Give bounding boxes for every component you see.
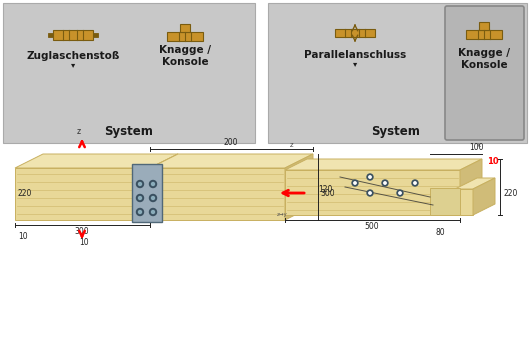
Text: 300: 300: [320, 190, 334, 198]
Text: 10: 10: [487, 157, 499, 167]
Circle shape: [367, 190, 373, 196]
Text: ▾: ▾: [353, 59, 357, 68]
Circle shape: [397, 190, 403, 196]
Circle shape: [149, 209, 156, 215]
Text: 300: 300: [75, 227, 90, 236]
Circle shape: [138, 197, 142, 199]
Text: Knagge /
Konsole: Knagge / Konsole: [458, 48, 510, 70]
Polygon shape: [15, 168, 150, 220]
Polygon shape: [460, 159, 482, 215]
Text: Knagge /
Konsole: Knagge / Konsole: [159, 45, 211, 67]
Text: ▾: ▾: [71, 60, 75, 69]
Polygon shape: [455, 189, 473, 215]
Bar: [53, 30, 93, 40]
Circle shape: [137, 195, 144, 202]
Circle shape: [369, 176, 371, 178]
Circle shape: [384, 182, 386, 184]
Polygon shape: [285, 154, 313, 220]
Circle shape: [138, 210, 142, 214]
Polygon shape: [150, 154, 178, 220]
Bar: [48, 33, 53, 37]
Circle shape: [412, 180, 418, 186]
Text: 220: 220: [18, 190, 32, 198]
Bar: [180, 24, 190, 32]
Circle shape: [138, 183, 142, 185]
Polygon shape: [473, 178, 495, 215]
Text: 200: 200: [224, 138, 238, 147]
Circle shape: [369, 192, 371, 194]
FancyBboxPatch shape: [445, 6, 524, 140]
Text: z→y: z→y: [277, 212, 288, 217]
Polygon shape: [150, 154, 313, 168]
Bar: [479, 22, 489, 30]
Text: 120: 120: [318, 185, 332, 193]
Circle shape: [354, 182, 356, 184]
Bar: [93, 33, 98, 37]
Polygon shape: [132, 164, 162, 222]
Text: x: x: [477, 142, 481, 148]
Polygon shape: [150, 168, 285, 220]
Bar: [466, 30, 502, 39]
Bar: [268, 3, 527, 143]
Polygon shape: [285, 159, 482, 170]
Text: 100: 100: [469, 143, 483, 152]
Bar: [335, 29, 375, 37]
Text: System: System: [104, 125, 154, 138]
Circle shape: [137, 209, 144, 215]
Circle shape: [399, 192, 401, 194]
Circle shape: [152, 183, 155, 185]
Text: Parallelanschluss: Parallelanschluss: [304, 50, 406, 60]
Circle shape: [149, 180, 156, 187]
Text: z: z: [77, 127, 81, 136]
Text: 10: 10: [18, 232, 28, 241]
Bar: [167, 32, 203, 41]
Bar: [3, 3, 255, 143]
Circle shape: [137, 180, 144, 187]
Circle shape: [352, 180, 358, 186]
Circle shape: [414, 182, 416, 184]
Circle shape: [149, 195, 156, 202]
Text: 220: 220: [503, 189, 517, 197]
Polygon shape: [15, 154, 178, 168]
Circle shape: [382, 180, 388, 186]
Polygon shape: [430, 188, 460, 215]
Polygon shape: [455, 178, 495, 189]
Circle shape: [152, 197, 155, 199]
Text: Zuglaschenstoß: Zuglaschenstoß: [26, 51, 120, 61]
Circle shape: [152, 210, 155, 214]
Text: z: z: [290, 142, 294, 148]
Text: System: System: [372, 125, 420, 138]
Text: 10: 10: [79, 238, 89, 247]
Text: 80: 80: [435, 228, 445, 237]
Circle shape: [367, 174, 373, 180]
Text: 500: 500: [365, 222, 379, 231]
Polygon shape: [285, 170, 460, 215]
